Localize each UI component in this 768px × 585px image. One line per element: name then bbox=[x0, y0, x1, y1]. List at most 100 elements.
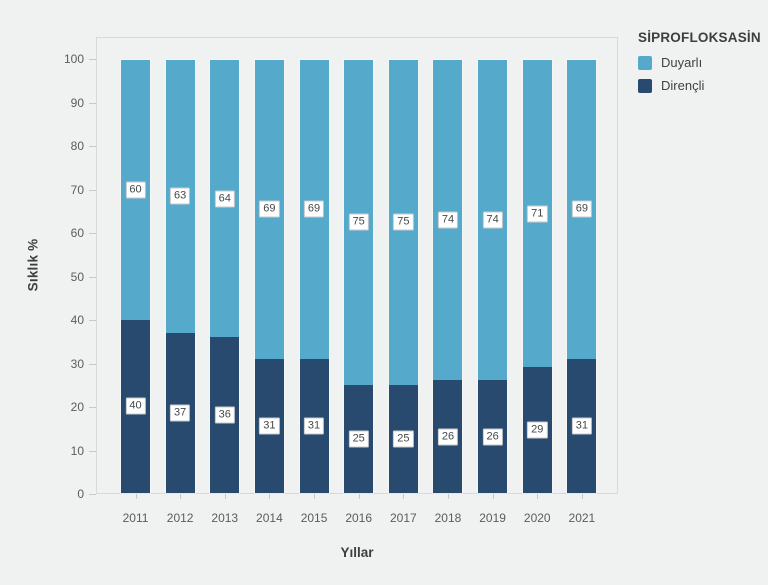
bar-segment-dirençli-2017: 25 bbox=[388, 384, 418, 493]
y-tick-mark-30 bbox=[89, 363, 96, 365]
bar-2021: 69 31 bbox=[566, 59, 598, 494]
bar-segment-duyarlı-2020: 71 bbox=[522, 60, 552, 368]
bar-segment-duyarlı-2017: 75 bbox=[388, 60, 418, 385]
bar-segment-duyarlı-2015: 69 bbox=[299, 60, 329, 359]
bar-value-label: 71 bbox=[527, 205, 548, 223]
x-tick-mark-2014 bbox=[269, 494, 271, 499]
bar-2015: 69 31 bbox=[298, 59, 330, 494]
x-tick-mark-2011 bbox=[135, 494, 137, 499]
x-tick-mark-2012 bbox=[180, 494, 182, 499]
legend-title: SİPROFLOKSASİN bbox=[638, 30, 761, 45]
bar-segment-dirençli-2011: 40 bbox=[121, 319, 150, 493]
x-tick-label-2012: 2012 bbox=[166, 511, 194, 525]
bar-segment-dirençli-2018: 26 bbox=[433, 380, 463, 493]
bar-value-label: 75 bbox=[393, 213, 414, 231]
bar-segment-dirençli-2014: 31 bbox=[254, 358, 284, 493]
bar-value-label: 36 bbox=[214, 406, 235, 424]
legend-items: Duyarlı Dirençli bbox=[638, 55, 761, 93]
bar-value-label: 69 bbox=[571, 200, 593, 218]
bar-2017: 75 25 bbox=[387, 59, 419, 494]
bar-2019: 74 26 bbox=[477, 59, 509, 494]
y-axis-title: Sıklık % bbox=[25, 238, 41, 292]
x-tick-label-2019: 2019 bbox=[479, 511, 506, 525]
x-tick-mark-2016 bbox=[358, 494, 360, 499]
legend-item-duyarlı: Duyarlı bbox=[638, 55, 761, 70]
x-tick-label-2014: 2014 bbox=[256, 511, 283, 525]
bar-2011: 60 40 bbox=[120, 59, 151, 494]
bar-value-label: 25 bbox=[348, 430, 369, 448]
y-tick-mark-90 bbox=[89, 102, 96, 104]
x-tick-label-2016: 2016 bbox=[345, 511, 373, 525]
y-tick-mark-0 bbox=[89, 494, 96, 495]
y-tick-label-70: 70 bbox=[70, 182, 84, 197]
y-tick-label-0: 0 bbox=[77, 487, 84, 501]
bar-value-label: 75 bbox=[348, 213, 369, 231]
legend-item-dirençli: Dirençli bbox=[638, 78, 761, 93]
legend-label-duyarlı: Duyarlı bbox=[661, 55, 703, 70]
y-tick-label-60: 60 bbox=[70, 226, 84, 240]
x-tick-label-2017: 2017 bbox=[389, 511, 417, 525]
bar-segment-duyarlı-2021: 69 bbox=[567, 60, 597, 359]
x-tick-mark-2021 bbox=[581, 494, 583, 499]
y-tick-mark-40 bbox=[89, 320, 96, 321]
bar-value-label: 26 bbox=[437, 428, 459, 446]
x-tick-label-2011: 2011 bbox=[122, 511, 149, 525]
x-tick-mark-2018 bbox=[447, 494, 449, 499]
bar-segment-dirençli-2019: 26 bbox=[478, 380, 508, 493]
bar-segment-dirençli-2021: 31 bbox=[567, 358, 597, 493]
x-tick-label-2021: 2021 bbox=[568, 511, 596, 525]
y-tick-mark-50 bbox=[89, 276, 96, 278]
y-tick-label-80: 80 bbox=[70, 139, 84, 153]
bar-value-label: 37 bbox=[170, 404, 191, 422]
y-tick-mark-10 bbox=[89, 450, 96, 452]
bar-segment-duyarlı-2018: 74 bbox=[433, 60, 463, 381]
bar-value-label: 74 bbox=[482, 211, 503, 229]
bar-segment-dirençli-2013: 36 bbox=[210, 337, 240, 493]
x-tick-mark-2013 bbox=[224, 494, 226, 499]
bar-segment-duyarlı-2016: 75 bbox=[344, 60, 374, 385]
x-axis-title: Yıllar bbox=[340, 545, 374, 560]
bar-2016: 75 25 bbox=[343, 59, 375, 494]
bar-value-label: 63 bbox=[170, 187, 191, 205]
legend-swatch-duyarlı bbox=[638, 55, 652, 70]
bar-segment-dirençli-2012: 37 bbox=[165, 332, 195, 493]
bar-value-label: 64 bbox=[214, 190, 235, 208]
bar-value-label: 31 bbox=[259, 417, 280, 435]
bar-segment-duyarlı-2012: 63 bbox=[165, 60, 195, 333]
bar-value-label: 31 bbox=[303, 417, 325, 435]
bar-2013: 64 36 bbox=[209, 59, 241, 494]
x-tick-label-2018: 2018 bbox=[434, 511, 462, 525]
bar-value-label: 69 bbox=[259, 200, 280, 218]
bar-value-label: 31 bbox=[571, 417, 593, 435]
x-tick-mark-2020 bbox=[537, 494, 539, 499]
y-tick-mark-70 bbox=[89, 189, 96, 191]
y-tick-label-100: 100 bbox=[63, 52, 84, 66]
y-tick-label-10: 10 bbox=[70, 443, 84, 458]
x-tick-mark-2019 bbox=[492, 494, 494, 499]
bar-value-label: 26 bbox=[482, 428, 503, 446]
legend-label-dirençli: Dirençli bbox=[661, 78, 705, 93]
legend-swatch-dirençli bbox=[638, 78, 652, 93]
bar-2018: 74 26 bbox=[432, 59, 464, 494]
x-tick-mark-2015 bbox=[314, 494, 316, 499]
bar-value-label: 25 bbox=[393, 430, 414, 448]
y-tick-label-40: 40 bbox=[70, 313, 84, 327]
y-tick-mark-20 bbox=[89, 407, 96, 408]
bar-segment-dirençli-2015: 31 bbox=[299, 358, 329, 493]
bar-segment-dirençli-2020: 29 bbox=[522, 367, 552, 493]
bar-segment-duyarlı-2013: 64 bbox=[210, 60, 240, 338]
bar-2012: 63 37 bbox=[164, 59, 196, 494]
bar-value-label: 60 bbox=[125, 181, 146, 199]
y-tick-label-20: 20 bbox=[70, 400, 84, 414]
bar-value-label: 69 bbox=[303, 200, 325, 218]
bar-value-label: 74 bbox=[437, 211, 459, 229]
plot-area bbox=[96, 37, 618, 494]
y-tick-mark-60 bbox=[89, 233, 96, 234]
x-tick-label-2013: 2013 bbox=[211, 511, 239, 525]
legend: SİPROFLOKSASİN Duyarlı Dirençli bbox=[638, 30, 761, 101]
y-tick-label-90: 90 bbox=[70, 95, 84, 110]
bar-2020: 71 29 bbox=[521, 59, 553, 494]
y-tick-mark-100 bbox=[89, 59, 96, 60]
bar-segment-dirençli-2016: 25 bbox=[344, 384, 374, 493]
